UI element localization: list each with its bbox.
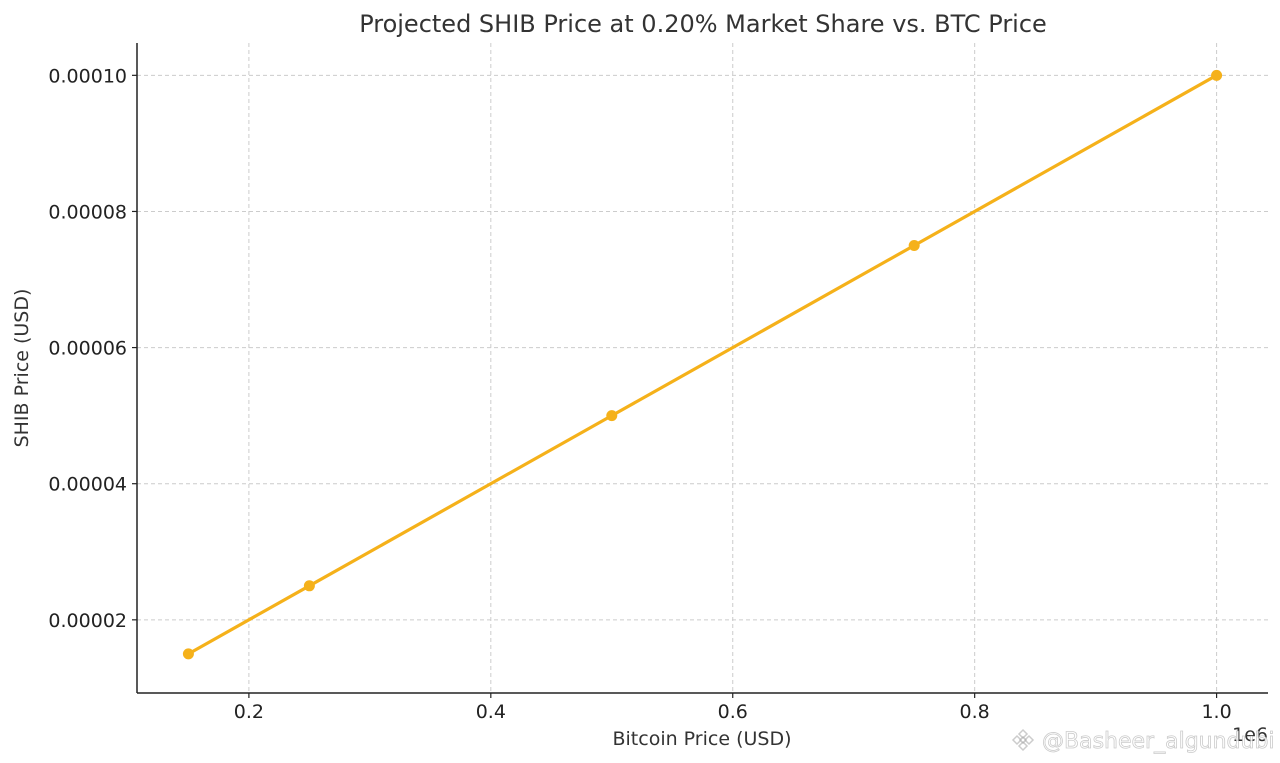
- data-point: [606, 410, 618, 422]
- grid: [137, 43, 1268, 693]
- x-axis-offset-label: 1e6: [1232, 724, 1268, 746]
- x-tick-label: 1.0: [1201, 701, 1231, 723]
- data-point: [182, 648, 194, 660]
- y-tick-label: 0.00006: [48, 338, 127, 360]
- watermark: @Basheer_algundubi: [1011, 728, 1275, 754]
- binance-logo-icon: [1011, 728, 1035, 752]
- data-point: [908, 239, 920, 251]
- x-axis-label: Bitcoin Price (USD): [612, 728, 791, 750]
- axes: [136, 43, 1268, 694]
- y-axis-label: SHIB Price (USD): [11, 289, 33, 448]
- x-tick-label: 0.8: [960, 701, 990, 723]
- y-tick-label: 0.00004: [48, 474, 127, 496]
- data-point: [1211, 69, 1223, 81]
- x-tick-label: 0.2: [234, 701, 264, 723]
- watermark-text: @Basheer_algundubi: [1042, 729, 1275, 754]
- y-tick-label: 0.00002: [48, 610, 127, 632]
- x-tick-label: 0.4: [476, 701, 506, 723]
- chart-title: Projected SHIB Price at 0.20% Market Sha…: [359, 10, 1047, 38]
- series-line: [186, 73, 1219, 656]
- data-point: [303, 580, 315, 592]
- y-tick-label: 0.00008: [48, 201, 127, 223]
- y-tick-label: 0.00010: [48, 65, 127, 87]
- ticks: 0.2 0.4 0.6 0.8 1.0 0.00002 0.00004 0.00006 0.00…: [48, 65, 1231, 723]
- x-tick-label: 0.6: [718, 701, 748, 723]
- series: [182, 69, 1223, 660]
